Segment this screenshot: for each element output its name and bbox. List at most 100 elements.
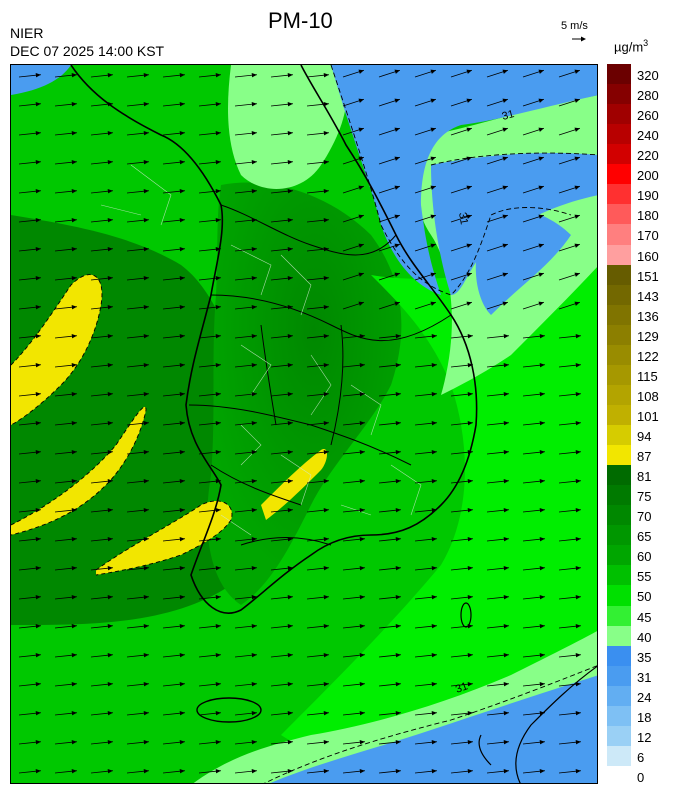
wind-arrow-head xyxy=(143,392,149,397)
wind-arrow-head xyxy=(574,98,580,103)
wind-arrow-head xyxy=(179,334,185,339)
wind-arrow-head xyxy=(323,421,329,426)
wind-arrow-head xyxy=(287,682,293,687)
colorbar-tick-label: 101 xyxy=(637,408,659,424)
wind-arrow-head xyxy=(251,740,257,745)
wind-arrow-head xyxy=(107,479,113,484)
colorbar-tick-label: 18 xyxy=(637,709,652,725)
wind-arrow-head xyxy=(323,595,329,600)
wind-arrow-head xyxy=(358,272,364,277)
wind-arrow-head xyxy=(107,131,113,136)
wind-arrow-head xyxy=(323,189,329,194)
wind-arrow-head xyxy=(395,566,401,571)
wind-arrow-head xyxy=(323,769,329,774)
wind-arrow-head xyxy=(287,595,293,600)
wind-arrow-head xyxy=(467,392,473,397)
colorbar-swatch xyxy=(607,445,631,466)
wind-arrow-head xyxy=(251,595,257,600)
wind-arrow-head xyxy=(395,479,401,484)
wind-arrow-head xyxy=(323,305,329,310)
wind-arrow-head xyxy=(71,566,77,571)
wind-arrow-head xyxy=(575,508,581,513)
wind-arrow-head xyxy=(503,624,509,629)
wind-arrow-head xyxy=(539,334,545,339)
colorbar-swatch xyxy=(607,565,631,586)
contour-line-31-north xyxy=(330,65,597,296)
wind-arrow-head xyxy=(35,537,41,542)
wind-arrow-head xyxy=(394,185,400,190)
wind-arrow-head xyxy=(143,769,149,774)
wind-arrow-head xyxy=(71,131,77,136)
wind-arrow-head xyxy=(179,595,185,600)
wind-arrow-head xyxy=(71,305,77,310)
wind-arrow-head xyxy=(430,301,436,306)
colorbar-swatch xyxy=(607,705,631,727)
wind-arrow-head xyxy=(71,537,77,542)
district-borders xyxy=(100,164,422,536)
wind-arrow-head xyxy=(574,69,580,74)
wind-arrow-head xyxy=(502,156,508,161)
wind-arrow-head xyxy=(539,537,545,542)
wind-arrow-head xyxy=(359,682,365,687)
wind-arrow-head xyxy=(323,624,329,629)
wind-arrow-head xyxy=(539,624,545,629)
wind-arrow-head xyxy=(287,392,293,397)
wind-arrow-head xyxy=(143,218,149,223)
wind-arrow-head xyxy=(503,392,509,397)
colorbar-tick-label: 115 xyxy=(637,368,658,384)
wind-arrow-head xyxy=(179,160,185,165)
pm10-concentration-map[interactable]: 31 31 31 xyxy=(10,64,598,784)
wind-arrow-head xyxy=(538,98,544,103)
field-bright-green-east xyxy=(281,245,597,759)
wind-arrow-head xyxy=(143,334,149,339)
colorbar-swatch xyxy=(607,124,631,145)
wind-arrow-head xyxy=(359,508,365,513)
wind-arrow-head xyxy=(466,69,472,74)
wind-arrow-head xyxy=(575,653,581,658)
wind-arrow-head xyxy=(215,566,221,571)
wind-arrow-head xyxy=(430,98,436,103)
wind-reference-label: 5 m/s xyxy=(561,20,588,32)
wind-arrow-head xyxy=(575,711,581,716)
wind-arrow-head xyxy=(143,102,149,107)
wind-arrow-head xyxy=(71,218,77,223)
wind-arrow-head xyxy=(539,769,545,774)
wind-arrow-head xyxy=(359,479,365,484)
wind-arrow-head xyxy=(539,421,545,426)
wind-arrow-head xyxy=(71,334,77,339)
wind-arrow-head xyxy=(179,421,185,426)
colorbar-tick-label: 55 xyxy=(637,569,652,585)
wind-arrow-head xyxy=(71,653,77,658)
colorbar-tick-label: 81 xyxy=(637,469,652,485)
wind-arrow-head xyxy=(539,682,545,687)
wind-arrow-head xyxy=(71,276,77,281)
field-blue-northwest xyxy=(11,65,71,95)
wind-arrow-head xyxy=(215,131,221,136)
wind-arrow-head xyxy=(251,508,257,513)
wind-arrow-head xyxy=(107,102,113,107)
wind-arrow-head xyxy=(251,363,257,368)
wind-arrow-head xyxy=(503,711,509,716)
wind-arrow-head xyxy=(323,102,329,107)
wind-arrow-head xyxy=(143,508,149,513)
wind-arrow-head xyxy=(359,450,365,455)
unit-base: µg/m xyxy=(614,39,644,55)
wind-arrow-head xyxy=(107,334,113,339)
field-light-green-south xyxy=(193,631,597,783)
colorbar-swatch xyxy=(607,264,631,286)
wind-arrow-head xyxy=(394,127,400,132)
wind-arrow-head xyxy=(502,98,508,103)
wind-arrow-head xyxy=(71,479,77,484)
wind-arrow-head xyxy=(215,624,221,629)
wind-arrow-head xyxy=(539,363,545,368)
wind-arrow-head xyxy=(503,740,509,745)
colorbar-swatch xyxy=(607,64,631,85)
wind-arrow-head xyxy=(35,740,41,745)
wind-arrow-head xyxy=(215,421,221,426)
wind-arrow-head xyxy=(107,566,113,571)
wind-arrow-head xyxy=(503,653,509,658)
wind-arrow-head xyxy=(539,508,545,513)
wind-arrow-head xyxy=(107,189,113,194)
colorbar-tick-label: 136 xyxy=(637,308,659,324)
wind-arrow-head xyxy=(215,363,221,368)
